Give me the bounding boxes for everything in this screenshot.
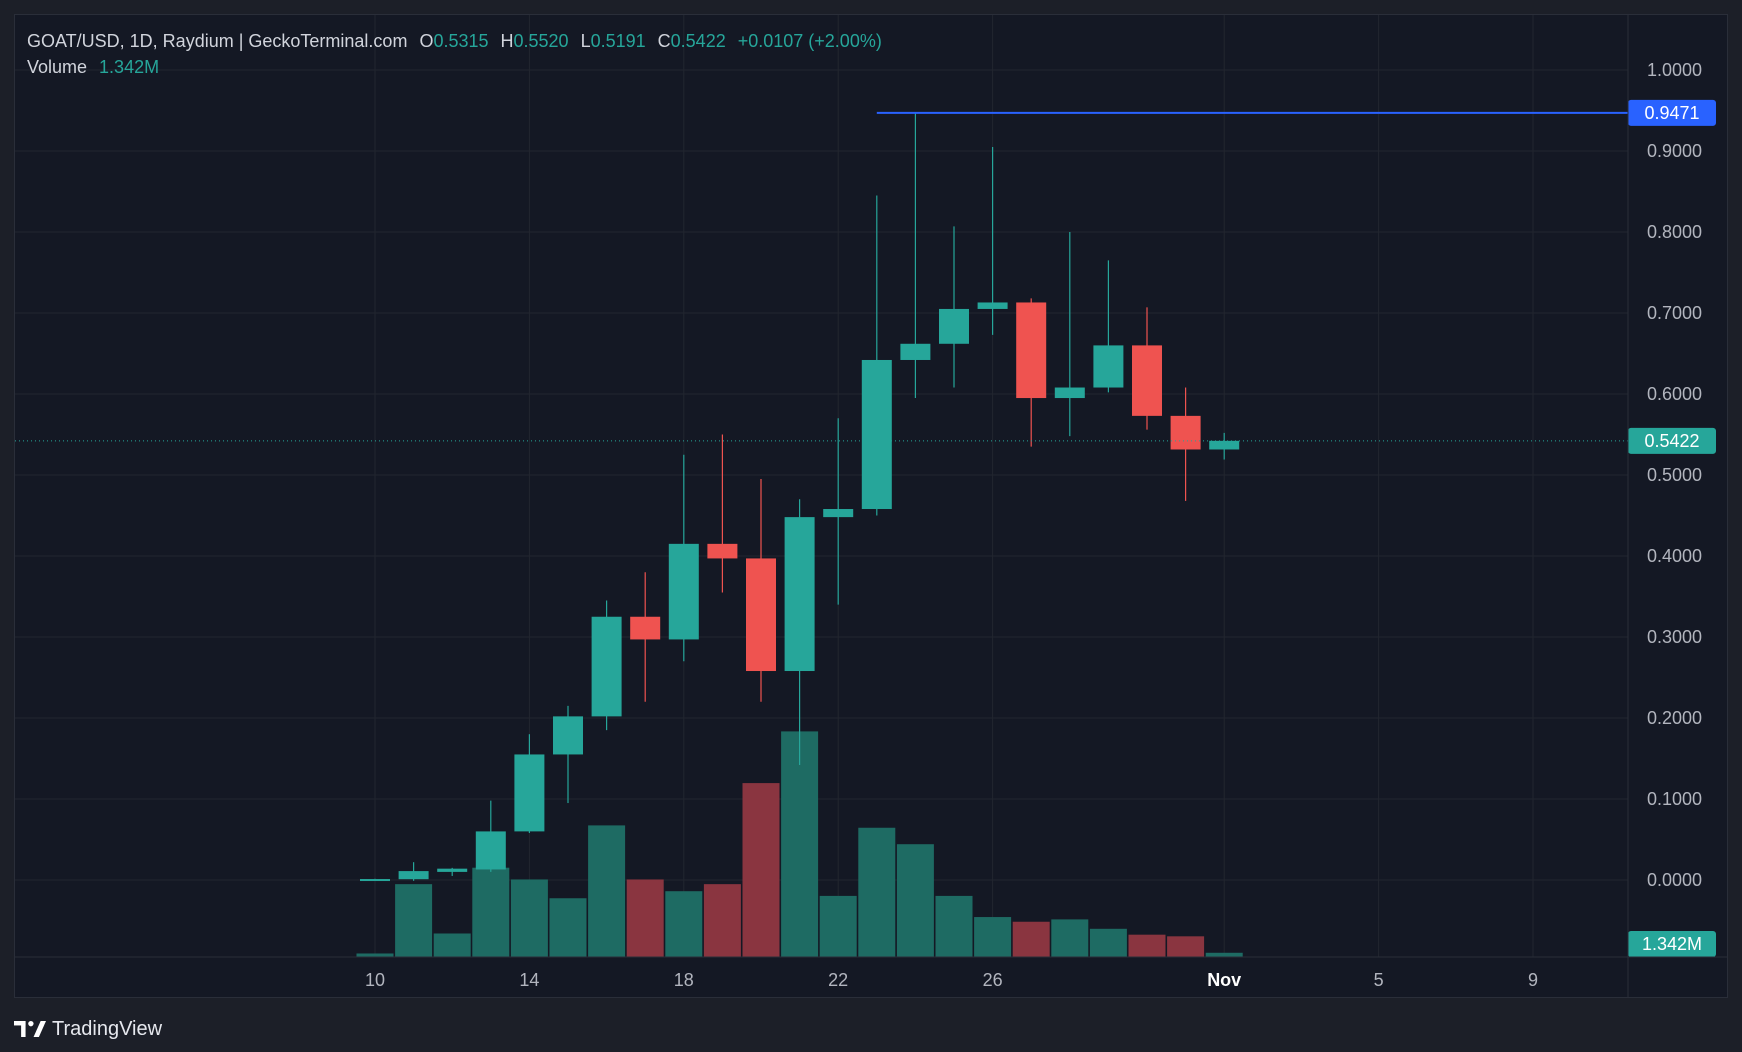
- candle-body[interactable]: [1132, 345, 1162, 416]
- candle-body[interactable]: [475, 831, 506, 870]
- volume-bar[interactable]: [433, 933, 471, 958]
- candle-body[interactable]: [360, 879, 390, 882]
- volume-bar[interactable]: [1205, 952, 1243, 957]
- change-value: +0.0107 (+2.00%): [737, 31, 882, 51]
- candle-body[interactable]: [1170, 415, 1201, 450]
- volume-bar[interactable]: [510, 879, 548, 957]
- footer[interactable]: TradingView: [14, 1016, 162, 1042]
- x-tick-label: 26: [983, 970, 1003, 990]
- volume-bar[interactable]: [549, 898, 587, 957]
- volume-bar[interactable]: [703, 884, 741, 957]
- x-tick-label: 22: [828, 970, 848, 990]
- y-tick-label: 1.0000: [1647, 60, 1702, 80]
- volume-bar[interactable]: [665, 891, 703, 957]
- x-tick-label: Nov: [1207, 970, 1241, 990]
- volume-legend-row: Volume 1.342M: [27, 54, 882, 80]
- low-label: L: [580, 31, 591, 51]
- tradingview-brand: TradingView: [52, 1017, 163, 1040]
- candle-body[interactable]: [823, 509, 854, 518]
- volume-badge-label: 1.342M: [1642, 934, 1702, 954]
- volume-bar[interactable]: [472, 867, 510, 957]
- candle-body[interactable]: [707, 543, 738, 559]
- candle-body[interactable]: [900, 343, 931, 360]
- volume-bar[interactable]: [858, 827, 896, 957]
- open-label: O: [419, 31, 434, 51]
- candle-body[interactable]: [939, 308, 969, 344]
- candle-body[interactable]: [977, 302, 1008, 309]
- candle-body[interactable]: [437, 868, 468, 872]
- x-tick-label: 10: [365, 970, 385, 990]
- candle-body[interactable]: [746, 558, 776, 672]
- volume-bar[interactable]: [742, 783, 780, 957]
- y-tick-label: 0.1000: [1647, 789, 1702, 809]
- x-tick-label: 14: [519, 970, 539, 990]
- y-tick-label: 0.9000: [1647, 141, 1702, 161]
- y-tick-label: 0.6000: [1647, 384, 1702, 404]
- volume-bar[interactable]: [935, 895, 973, 957]
- candle-body[interactable]: [398, 871, 429, 880]
- volume-bar[interactable]: [588, 825, 626, 957]
- volume-bar[interactable]: [395, 884, 433, 957]
- high-value: 0.5520: [513, 31, 569, 51]
- candle-body[interactable]: [1209, 440, 1240, 450]
- x-tick-label: 18: [674, 970, 694, 990]
- volume-bar[interactable]: [819, 895, 857, 957]
- candle-body[interactable]: [591, 616, 622, 717]
- y-tick-label: 0.3000: [1647, 627, 1702, 647]
- high-price-label: 0.9471: [1644, 103, 1699, 123]
- candle-body[interactable]: [1093, 345, 1124, 388]
- candle-body[interactable]: [1016, 302, 1047, 399]
- volume-bar[interactable]: [1012, 921, 1050, 957]
- close-value: 0.5422: [670, 31, 726, 51]
- y-tick-label: 0.2000: [1647, 708, 1702, 728]
- x-tick-label: 9: [1528, 970, 1538, 990]
- x-tick-label: 5: [1374, 970, 1384, 990]
- low-value: 0.5191: [590, 31, 646, 51]
- volume-bar[interactable]: [896, 844, 934, 957]
- candle-body[interactable]: [1054, 387, 1085, 399]
- y-tick-label: 0.0000: [1647, 870, 1702, 890]
- high-price-badge: [1628, 99, 1716, 126]
- candle-body[interactable]: [630, 616, 661, 640]
- close-label: C: [657, 31, 671, 51]
- volume-bar[interactable]: [1089, 928, 1127, 957]
- volume-label[interactable]: Volume: [27, 57, 88, 77]
- chart-legend: GOAT/USD, 1D, Raydium | GeckoTerminal.co…: [27, 28, 882, 80]
- volume-bar[interactable]: [356, 953, 394, 957]
- y-tick-label: 0.4000: [1647, 546, 1702, 566]
- volume-bar[interactable]: [781, 731, 819, 957]
- candle-body[interactable]: [784, 517, 815, 672]
- candle-body[interactable]: [553, 716, 583, 755]
- volume-bar[interactable]: [974, 917, 1012, 957]
- tradingview-logo-icon: [14, 1021, 46, 1037]
- y-tick-label: 0.5000: [1647, 465, 1702, 485]
- last-price-label: 0.5422: [1644, 431, 1699, 451]
- volume-bar[interactable]: [1128, 934, 1166, 957]
- last-price-badge: [1628, 427, 1716, 454]
- symbol-title[interactable]: GOAT/USD, 1D, Raydium | GeckoTerminal.co…: [27, 31, 408, 51]
- volume-bar[interactable]: [1167, 936, 1205, 957]
- candle-body[interactable]: [668, 543, 699, 640]
- volume-badge: [1628, 931, 1716, 957]
- ohlc-legend-row: GOAT/USD, 1D, Raydium | GeckoTerminal.co…: [27, 28, 882, 54]
- candle-body[interactable]: [514, 754, 545, 832]
- y-tick-label: 0.7000: [1647, 303, 1702, 323]
- volume-bar[interactable]: [626, 879, 664, 957]
- volume-value: 1.342M: [99, 57, 160, 77]
- volume-bar[interactable]: [1051, 919, 1089, 957]
- candle-body[interactable]: [861, 359, 892, 510]
- open-value: 0.5315: [433, 31, 489, 51]
- y-tick-label: 0.8000: [1647, 222, 1702, 242]
- high-label: H: [500, 31, 514, 51]
